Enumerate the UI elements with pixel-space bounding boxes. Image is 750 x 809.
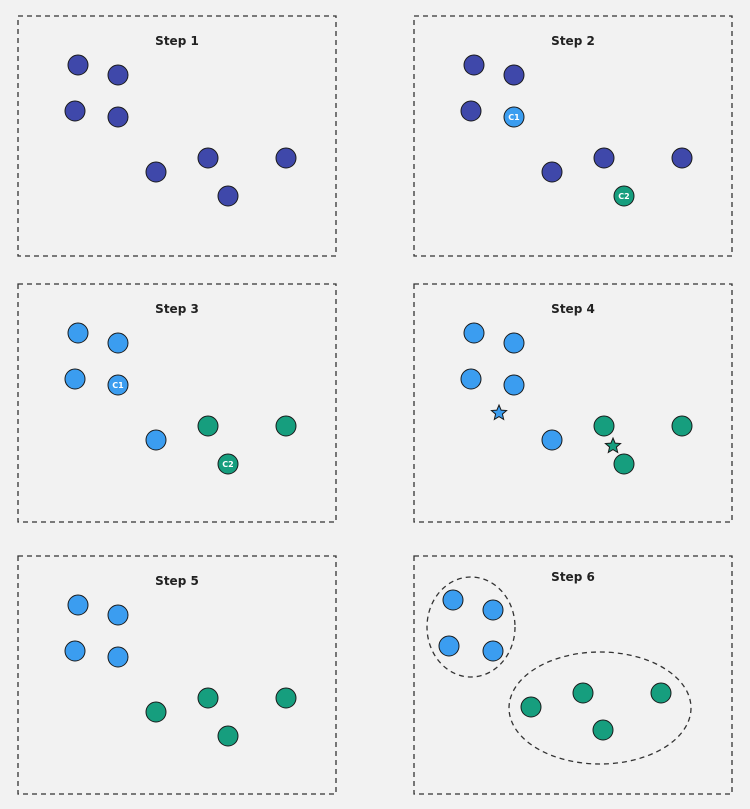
data-point <box>482 640 504 662</box>
data-point <box>463 54 485 76</box>
data-point <box>503 106 525 128</box>
data-point <box>107 332 129 354</box>
data-point <box>107 646 129 668</box>
data-point <box>503 64 525 86</box>
data-point <box>67 54 89 76</box>
data-point <box>64 100 86 122</box>
data-point <box>217 185 239 207</box>
data-point <box>197 687 219 709</box>
data-point <box>107 374 129 396</box>
data-point <box>64 640 86 662</box>
data-point <box>67 594 89 616</box>
data-point <box>107 64 129 86</box>
data-point <box>217 725 239 747</box>
step-panel-1: Step 1 <box>17 15 337 257</box>
panel-border <box>413 283 733 523</box>
step-panel-5: Step 5 <box>17 555 337 795</box>
data-point <box>613 453 635 475</box>
step-panel-2: Step 2 C1 C2 <box>413 15 733 257</box>
data-point <box>613 185 635 207</box>
centroid-label: C2 <box>222 460 233 469</box>
data-point <box>217 453 239 475</box>
data-point <box>275 415 297 437</box>
step-title: Step 2 <box>551 34 595 48</box>
cluster-1-boundary <box>426 576 516 678</box>
data-point <box>107 106 129 128</box>
panel-border <box>413 555 733 795</box>
centroid-label: C2 <box>618 192 629 201</box>
data-point <box>572 682 594 704</box>
step-title: Step 6 <box>551 570 595 584</box>
panel-border <box>17 283 337 523</box>
data-point <box>442 589 464 611</box>
data-point <box>460 100 482 122</box>
centroid-star-icon <box>490 403 508 421</box>
data-point <box>275 687 297 709</box>
data-point <box>197 147 219 169</box>
data-point <box>438 635 460 657</box>
data-point <box>671 415 693 437</box>
data-point <box>145 161 167 183</box>
data-point <box>64 368 86 390</box>
data-point <box>463 322 485 344</box>
data-point <box>197 415 219 437</box>
data-point <box>592 719 614 741</box>
data-point <box>482 599 504 621</box>
step-title: Step 1 <box>155 34 199 48</box>
centroid-label: C1 <box>508 113 520 122</box>
centroid-label: C1 <box>112 381 124 390</box>
step-title: Step 3 <box>155 302 199 316</box>
data-point <box>671 147 693 169</box>
panel-border <box>413 15 733 257</box>
step-panel-3: Step 3 C1 C2 <box>17 283 337 523</box>
data-point <box>107 604 129 626</box>
panel-border <box>17 15 337 257</box>
data-point <box>145 701 167 723</box>
step-title: Step 5 <box>155 574 199 588</box>
step-panel-6: Step 6 <box>413 555 733 795</box>
data-point <box>460 368 482 390</box>
data-point <box>145 429 167 451</box>
data-point <box>541 429 563 451</box>
data-point <box>593 415 615 437</box>
cluster-2-boundary <box>508 651 692 765</box>
panel-border <box>17 555 337 795</box>
data-point <box>520 696 542 718</box>
data-point <box>503 374 525 396</box>
step-panel-4: Step 4 <box>413 283 733 523</box>
data-point <box>67 322 89 344</box>
step-title: Step 4 <box>551 302 595 316</box>
data-point <box>541 161 563 183</box>
data-point <box>650 682 672 704</box>
data-point <box>503 332 525 354</box>
data-point <box>275 147 297 169</box>
data-point <box>593 147 615 169</box>
centroid-star-icon <box>604 436 622 454</box>
